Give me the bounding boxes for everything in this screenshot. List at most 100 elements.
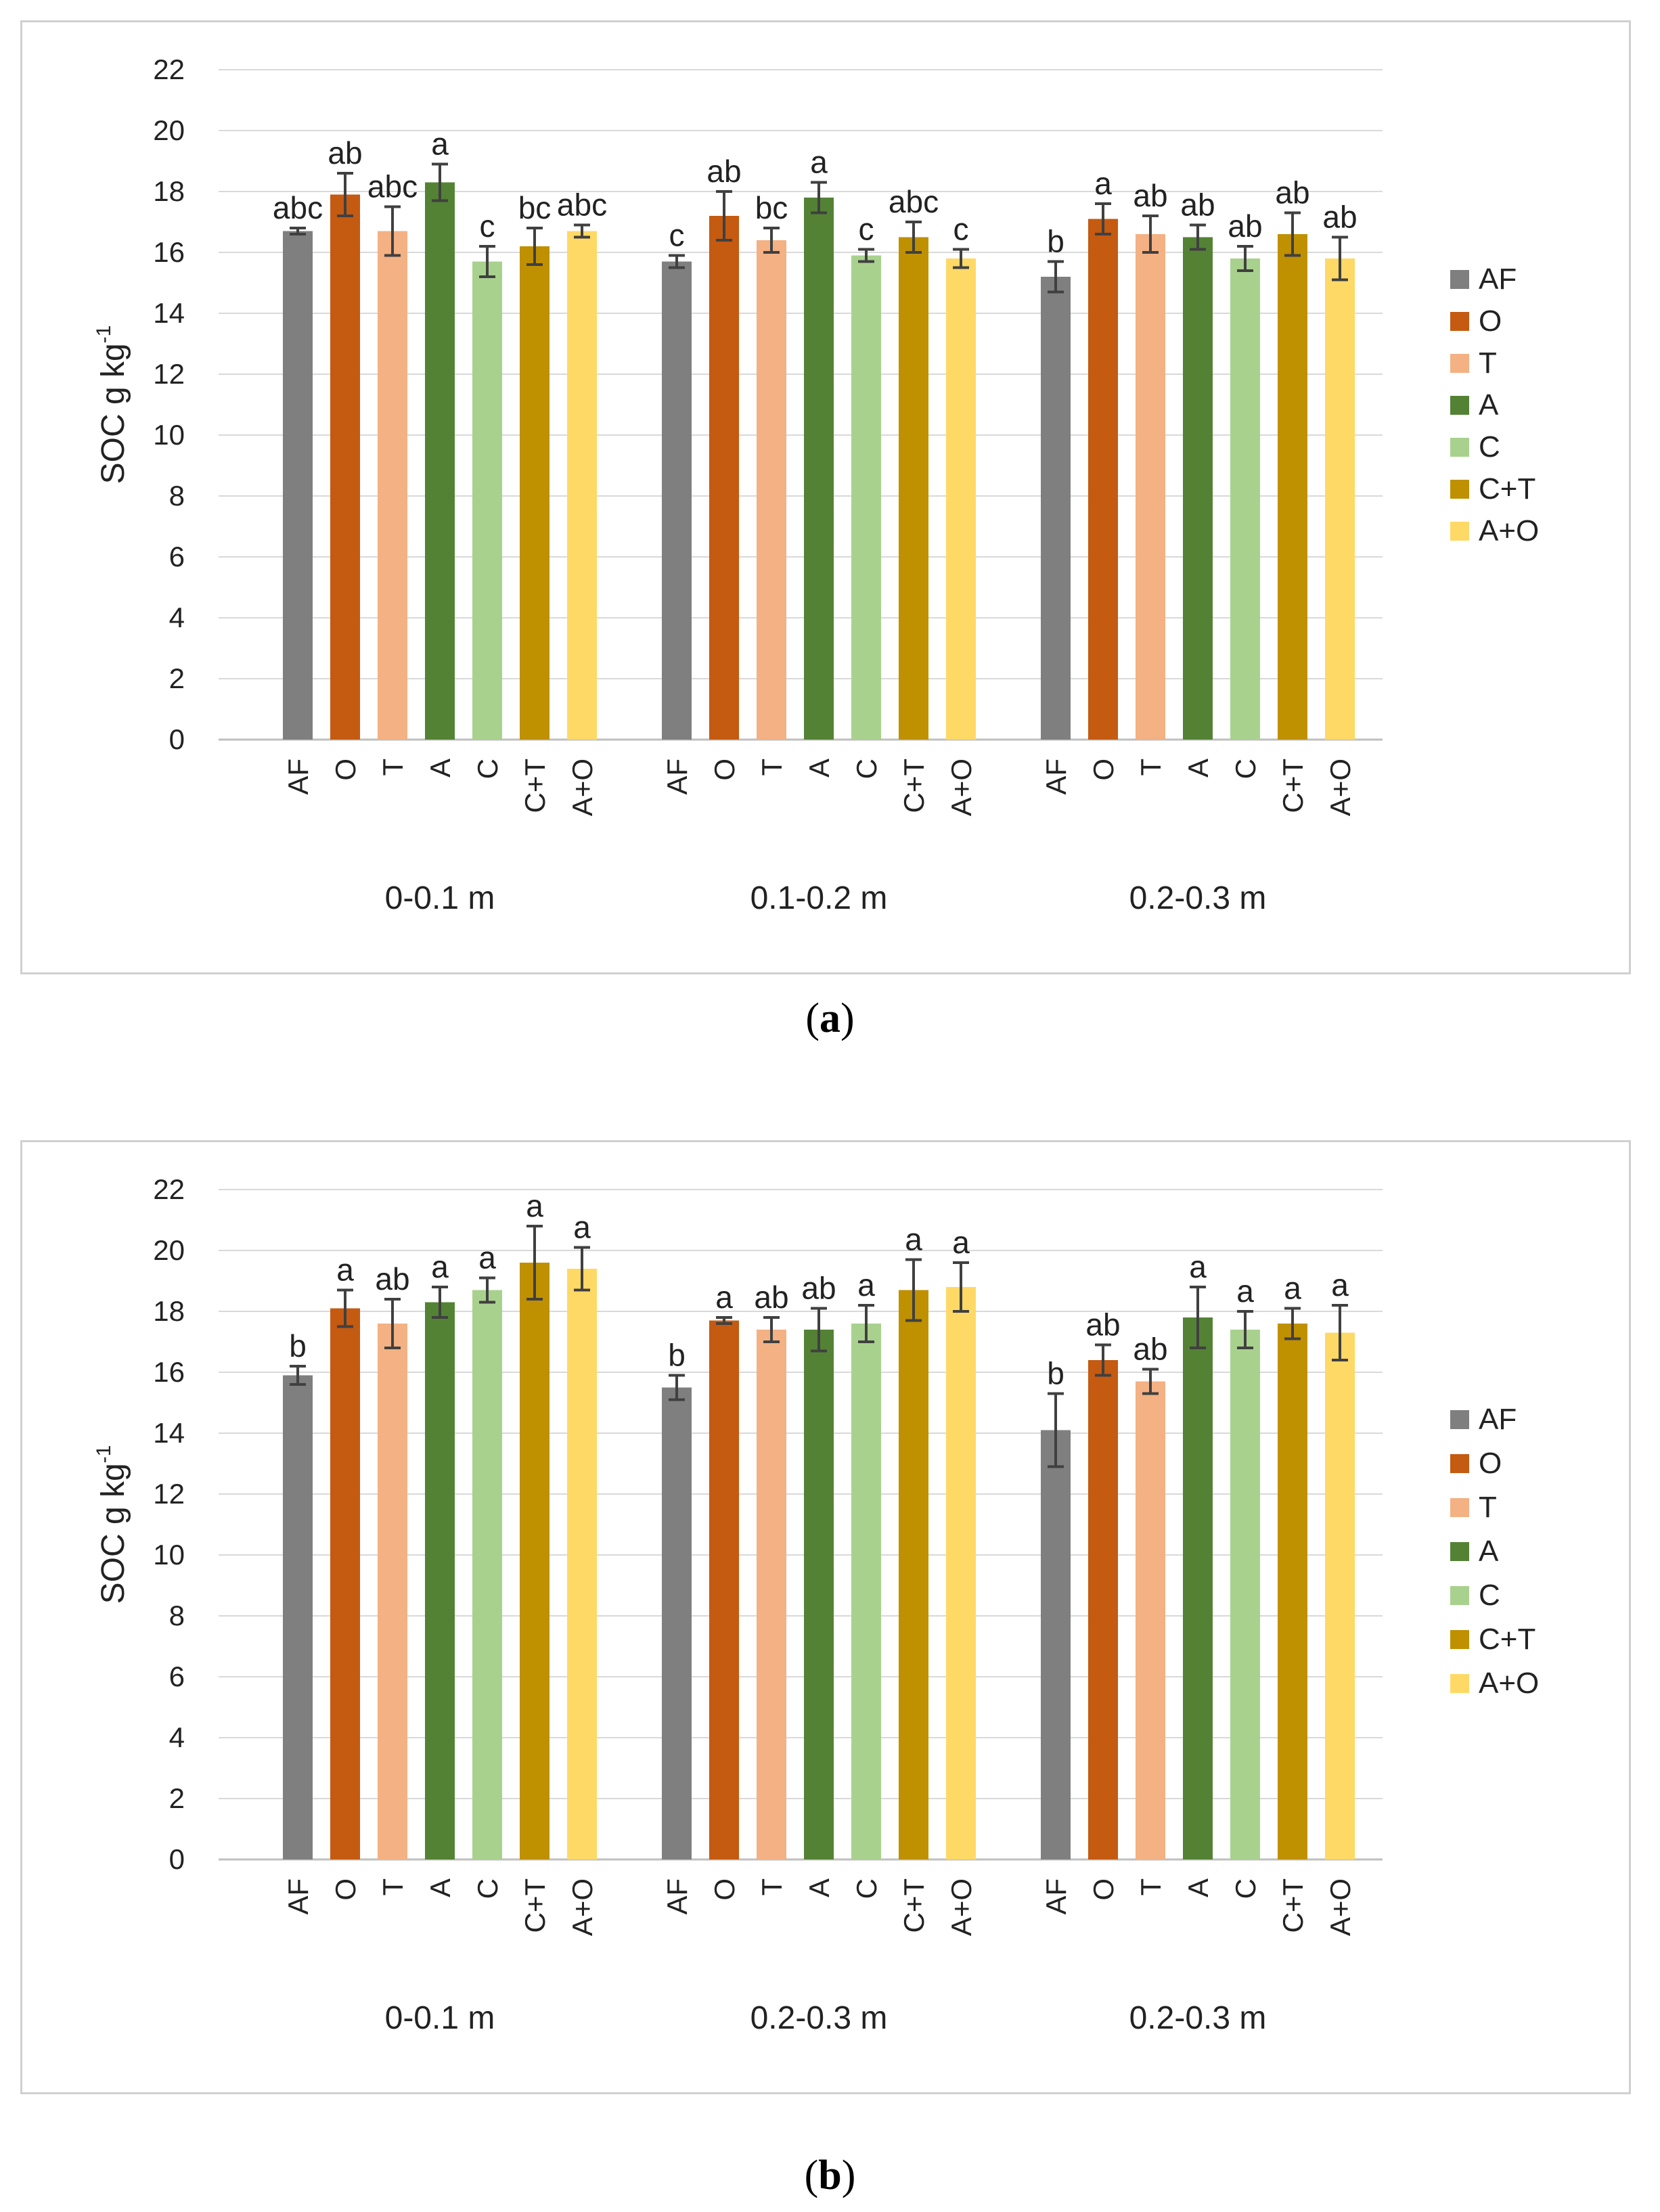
category-label: C bbox=[472, 1878, 503, 1899]
y-axis-title-superscript: -1 bbox=[93, 1445, 115, 1464]
significance-label: a bbox=[1331, 1267, 1349, 1303]
legend-label: AF bbox=[1479, 1403, 1517, 1436]
bar-0-A+O bbox=[567, 1269, 597, 1859]
significance-label: a bbox=[715, 1280, 733, 1315]
significance-label: ab bbox=[1133, 178, 1167, 213]
significance-label: a bbox=[573, 1210, 591, 1245]
category-label: O bbox=[330, 759, 361, 781]
y-axis-title: SOC g kg-1 bbox=[93, 325, 131, 484]
legend-swatch-C bbox=[1450, 1586, 1469, 1605]
bar-0-C+T bbox=[520, 246, 549, 740]
category-label: A bbox=[803, 1878, 835, 1897]
significance-label: a bbox=[431, 127, 449, 162]
significance-label: abc bbox=[889, 184, 939, 219]
bar-1-O bbox=[709, 216, 739, 740]
bar-1-T bbox=[757, 1330, 786, 1859]
category-label: O bbox=[709, 759, 740, 781]
group-label: 0.2-0.3 m bbox=[1129, 2000, 1267, 2036]
significance-label: abc bbox=[367, 169, 418, 204]
y-tick-label: 20 bbox=[153, 114, 185, 146]
y-tick-label: 12 bbox=[153, 358, 185, 390]
y-tick-label: 16 bbox=[153, 236, 185, 268]
y-tick-label: 8 bbox=[169, 480, 185, 512]
bar-0-T bbox=[378, 231, 407, 740]
significance-label: ab bbox=[706, 154, 741, 189]
y-tick-label: 18 bbox=[153, 1295, 185, 1327]
group-label: 0-0.1 m bbox=[385, 2000, 495, 2036]
bar-0-AF bbox=[283, 1375, 313, 1859]
legend-swatch-T bbox=[1450, 1498, 1469, 1517]
category-label: C bbox=[851, 759, 882, 779]
y-tick-label: 16 bbox=[153, 1356, 185, 1388]
bar-1-AF bbox=[662, 261, 692, 740]
caption-letter-b: b bbox=[818, 2152, 842, 2198]
y-tick-label: 0 bbox=[169, 1843, 185, 1875]
bar-2-A+O bbox=[1325, 258, 1355, 740]
category-label: T bbox=[756, 1878, 788, 1896]
significance-label: b bbox=[1047, 1356, 1064, 1391]
category-label: C bbox=[1230, 1878, 1261, 1899]
bar-1-T bbox=[757, 240, 786, 740]
bar-0-C+T bbox=[520, 1263, 549, 1859]
legend-swatch-T bbox=[1450, 354, 1469, 373]
bar-0-C bbox=[472, 1290, 502, 1859]
significance-label: c bbox=[859, 212, 874, 247]
category-label: C+T bbox=[519, 1878, 551, 1933]
bar-1-A bbox=[804, 198, 834, 740]
significance-label: a bbox=[478, 1240, 496, 1276]
y-tick-label: 10 bbox=[153, 419, 185, 451]
bar-2-T bbox=[1136, 234, 1165, 740]
y-tick-label: 2 bbox=[169, 1782, 185, 1814]
y-tick-label: 6 bbox=[169, 541, 185, 572]
category-label: C+T bbox=[898, 1878, 930, 1933]
significance-label: a bbox=[1094, 166, 1112, 201]
legend-swatch-AF bbox=[1450, 1410, 1469, 1429]
category-label: A+O bbox=[945, 1878, 977, 1936]
significance-label: a bbox=[1236, 1273, 1254, 1309]
legend-swatch-C bbox=[1450, 438, 1469, 457]
y-tick-label: 4 bbox=[169, 602, 185, 633]
bar-1-A+O bbox=[946, 258, 976, 740]
legend-swatch-A bbox=[1450, 1542, 1469, 1561]
y-tick-label: 0 bbox=[169, 723, 185, 755]
y-tick-label: 10 bbox=[153, 1539, 185, 1571]
bar-0-C bbox=[472, 261, 502, 740]
bar-0-A bbox=[425, 1302, 455, 1859]
category-label: A bbox=[1182, 759, 1214, 777]
category-label: A bbox=[424, 759, 456, 777]
bar-1-A+O bbox=[946, 1287, 976, 1859]
y-tick-label: 12 bbox=[153, 1478, 185, 1510]
legend-label: C+T bbox=[1479, 472, 1535, 505]
bar-1-C bbox=[851, 1324, 881, 1859]
category-label: A+O bbox=[1324, 1878, 1356, 1936]
category-label: C bbox=[851, 1878, 882, 1899]
bar-1-A bbox=[804, 1330, 834, 1859]
legend-label: T bbox=[1479, 346, 1497, 380]
bar-1-C+T bbox=[899, 1290, 928, 1859]
category-label: A+O bbox=[566, 1878, 598, 1936]
category-label: A+O bbox=[945, 759, 977, 816]
bar-0-A+O bbox=[567, 231, 597, 740]
significance-label: a bbox=[1284, 1271, 1301, 1306]
y-axis-title-text: SOC g kg bbox=[95, 343, 131, 484]
bar-1-AF bbox=[662, 1387, 692, 1859]
significance-label: ab bbox=[754, 1280, 788, 1315]
category-label: T bbox=[1135, 759, 1167, 776]
significance-label: ab bbox=[1275, 175, 1309, 210]
category-label: AF bbox=[282, 759, 314, 795]
bar-0-AF bbox=[283, 231, 313, 740]
significance-label: a bbox=[857, 1267, 875, 1303]
bar-2-C bbox=[1230, 258, 1260, 740]
bar-2-A+O bbox=[1325, 1332, 1355, 1859]
y-tick-label: 22 bbox=[153, 1173, 185, 1205]
significance-label: b bbox=[668, 1338, 686, 1373]
category-label: C+T bbox=[519, 759, 551, 813]
significance-label: ab bbox=[328, 135, 362, 171]
bar-0-O bbox=[330, 194, 360, 740]
bar-2-AF bbox=[1041, 1430, 1071, 1859]
category-label: AF bbox=[661, 759, 693, 795]
category-label: AF bbox=[1040, 1878, 1072, 1915]
